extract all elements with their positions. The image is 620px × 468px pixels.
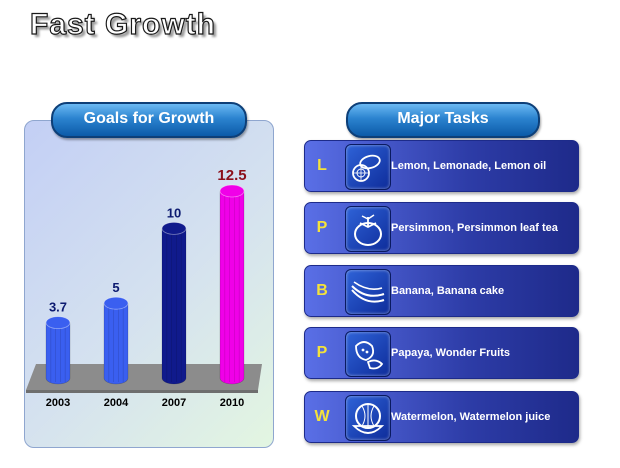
x-tick-2007: 2007 — [162, 397, 186, 409]
x-tick-2004: 2004 — [104, 397, 129, 409]
bar-cap-2010 — [219, 184, 245, 198]
bar-2003 — [45, 322, 71, 385]
major-tasks-header: Major Tasks — [346, 102, 540, 138]
bar-cap-2004 — [103, 296, 129, 310]
task-row-banana: B Banana, Banana cake — [304, 265, 579, 317]
goals-for-growth-header: Goals for Growth — [51, 102, 247, 138]
value-label-2007: 10 — [167, 205, 181, 220]
task-label: Watermelon, Watermelon juice — [391, 411, 551, 423]
task-label: Lemon, Lemonade, Lemon oil — [391, 160, 547, 172]
chart-floor-edge — [26, 390, 258, 393]
task-letter: L — [317, 157, 327, 174]
task-row-lemon: L Lemon, Lemonade, Lemon oil — [304, 140, 579, 192]
bar-2004 — [103, 302, 129, 385]
task-label: Banana, Banana cake — [391, 285, 505, 297]
papaya-icon — [345, 331, 391, 377]
x-tick-2003: 2003 — [46, 397, 70, 409]
watermelon-icon — [345, 395, 391, 441]
task-letter: P — [316, 219, 328, 236]
slide-title: Fast Growth — [29, 7, 217, 41]
task-label: Persimmon, Persimmon leaf tea — [391, 222, 558, 234]
task-row-watermelon: W Watermelon, Watermelon juice — [304, 391, 579, 443]
bar-2010 — [219, 190, 245, 385]
bar-cap-2007 — [161, 221, 187, 235]
value-label-2004: 5 — [112, 280, 119, 295]
bar-cap-2003 — [45, 316, 71, 330]
value-label-2003: 3.7 — [49, 300, 67, 315]
banana-icon — [345, 269, 391, 315]
task-letter: P — [316, 344, 328, 361]
task-label: Papaya, Wonder Fruits — [391, 347, 510, 359]
lemon-icon — [345, 144, 391, 190]
persimmon-icon — [345, 206, 391, 252]
task-row-persimmon: P Persimmon, Persimmon leaf tea — [304, 202, 579, 254]
task-letter: W — [314, 408, 330, 425]
value-label-2010: 12.5 — [217, 167, 246, 184]
bar-2007 — [161, 228, 187, 385]
task-row-papaya: P Papaya, Wonder Fruits — [304, 327, 579, 379]
task-letter: B — [316, 282, 328, 299]
chart-floor — [26, 364, 262, 390]
x-tick-2010: 2010 — [220, 397, 244, 409]
